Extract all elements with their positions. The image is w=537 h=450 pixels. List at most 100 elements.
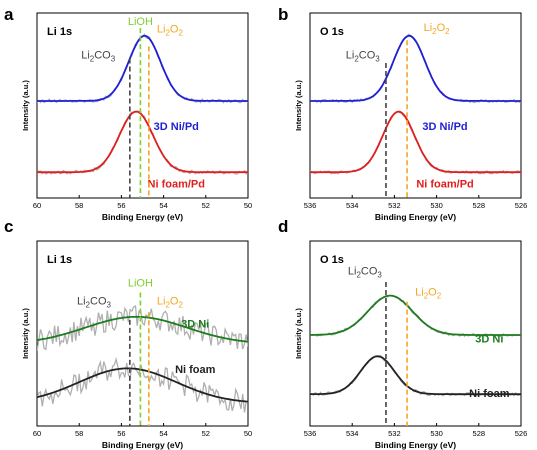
reference-label: Li2CO3 xyxy=(346,49,381,63)
reference-label-main: Li xyxy=(415,287,424,299)
series-label: Ni foam/Pd xyxy=(416,178,473,190)
fit-line xyxy=(310,110,521,174)
reference-label: Li2O2 xyxy=(424,22,451,36)
reference-label-sub2: 2 xyxy=(445,27,450,36)
series-label: 3D Ni xyxy=(475,334,503,346)
fit-line xyxy=(37,110,248,174)
raw-data-line xyxy=(37,304,248,351)
plot-frame xyxy=(36,12,249,199)
x-tick-label: 530 xyxy=(430,201,443,210)
x-tick-label: 50 xyxy=(244,201,252,210)
x-tick-label: 50 xyxy=(244,429,252,438)
plot-frame xyxy=(309,12,522,199)
reference-label-main: Li xyxy=(157,24,166,36)
reference-label-tail: CO xyxy=(94,49,111,61)
panel-letter: a xyxy=(4,5,14,24)
panel-title: O 1s xyxy=(320,254,344,266)
reference-label-sub: 2 xyxy=(424,292,429,301)
x-tick-label: 52 xyxy=(202,201,210,210)
reference-label-tail: CO xyxy=(361,265,378,277)
panel-a: a Li 1s 60 58 56 54 52 50 Binding Energy (eV) Int… xyxy=(4,5,252,222)
x-tick-label: 526 xyxy=(515,429,528,438)
x-tick-label: 534 xyxy=(346,429,359,438)
reference-label-sub2: 2 xyxy=(178,29,183,38)
reference-label-sub: 2 xyxy=(90,54,95,63)
series-label: Ni foam xyxy=(175,364,216,376)
reference-label-sub: 2 xyxy=(354,54,359,63)
reference-label-sub: 2 xyxy=(86,301,91,310)
x-tick-label: 532 xyxy=(388,201,401,210)
reference-label-sub: 2 xyxy=(165,29,170,38)
panel-letter: d xyxy=(278,217,288,236)
reference-label: Li2O2 xyxy=(415,287,442,301)
reference-label-sub: 2 xyxy=(165,301,170,310)
reference-label-tail: O xyxy=(428,287,437,299)
reference-label-tail: O xyxy=(170,296,179,308)
panel-d: d O 1s 536 534 532 530 528 526 Binding Energy (e… xyxy=(278,217,527,450)
reference-label-main: Li xyxy=(424,22,433,34)
x-tick-label: 56 xyxy=(117,201,125,210)
reference-label: Li2CO3 xyxy=(81,49,116,63)
reference-label-sub2: 2 xyxy=(437,292,442,301)
x-axis-label: Binding Energy (eV) xyxy=(102,212,183,222)
reference-label: Li2O2 xyxy=(157,296,184,310)
reference-label: Li2CO3 xyxy=(348,265,383,279)
reference-label: Li2O2 xyxy=(157,24,184,38)
series-label: 3D Ni xyxy=(181,318,209,330)
x-tick-label: 536 xyxy=(304,429,317,438)
x-axis-label: Binding Energy (eV) xyxy=(102,440,183,450)
series-label: Ni foam xyxy=(469,388,510,400)
reference-label-tail: CO xyxy=(90,296,107,308)
fit-line xyxy=(37,367,248,403)
x-tick-label: 526 xyxy=(515,201,528,210)
fit-line xyxy=(310,34,521,102)
reference-label-main: Li xyxy=(81,49,90,61)
reference-label-tail: CO xyxy=(359,49,376,61)
reference-label: Li2CO3 xyxy=(77,296,112,310)
series-label: 3D Ni/Pd xyxy=(154,121,199,133)
x-axis-label: Binding Energy (eV) xyxy=(375,440,456,450)
y-axis-label: Intensity (a.u.) xyxy=(294,308,303,359)
x-tick-label: 530 xyxy=(430,429,443,438)
x-tick-label: 60 xyxy=(33,429,41,438)
reference-label-tail: O xyxy=(170,24,179,36)
fit-line xyxy=(310,294,521,336)
reference-label-main: Li xyxy=(157,296,166,308)
reference-label-tail: O xyxy=(437,22,446,34)
reference-label-sub2: 3 xyxy=(377,270,382,279)
series-label: 3D Ni/Pd xyxy=(422,121,467,133)
raw-data-line xyxy=(310,33,521,104)
raw-data-line xyxy=(310,294,521,338)
raw-data-line xyxy=(37,110,248,175)
plot-frame xyxy=(309,240,522,427)
reference-label-main: Li xyxy=(77,296,86,308)
reference-label-sub2: 3 xyxy=(375,54,380,63)
plot-frame xyxy=(36,240,249,427)
x-axis-label: Binding Energy (eV) xyxy=(375,212,456,222)
y-axis-label: Intensity (a.u.) xyxy=(21,80,30,131)
raw-data-line xyxy=(37,32,248,104)
x-tick-label: 58 xyxy=(75,201,83,210)
raw-data-line xyxy=(310,110,521,175)
x-tick-label: 60 xyxy=(33,201,41,210)
x-tick-label: 528 xyxy=(473,201,486,210)
reference-label-main: Li xyxy=(348,265,357,277)
reference-label-sub2: 3 xyxy=(111,54,116,63)
x-tick-label: 56 xyxy=(117,429,125,438)
reference-label-sub2: 2 xyxy=(178,301,183,310)
panel-title: Li 1s xyxy=(47,26,72,38)
reference-label-sub2: 3 xyxy=(107,301,112,310)
panel-letter: c xyxy=(4,217,13,236)
x-tick-label: 58 xyxy=(75,429,83,438)
panel-title: Li 1s xyxy=(47,254,72,266)
y-axis-label: Intensity (a.u.) xyxy=(21,308,30,359)
series-label: Ni foam/Pd xyxy=(148,178,205,190)
reference-label-sub: 2 xyxy=(356,270,361,279)
reference-label-sub: 2 xyxy=(432,27,437,36)
x-tick-label: 536 xyxy=(304,201,317,210)
reference-label-main: Li xyxy=(346,49,355,61)
reference-label-main: LiOH xyxy=(128,16,153,28)
fit-line xyxy=(37,34,248,102)
panel-letter: b xyxy=(278,5,288,24)
